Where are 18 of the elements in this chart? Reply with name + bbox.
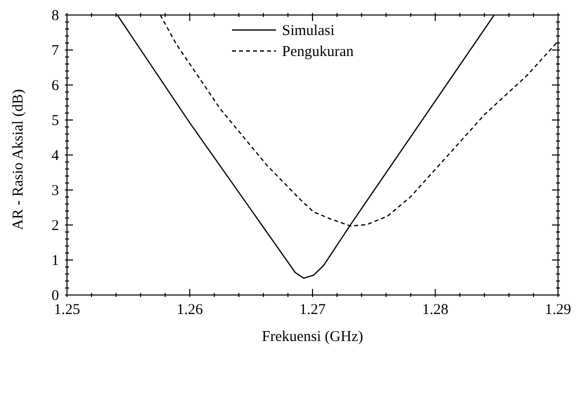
y-tick-label: 0 [52, 288, 59, 304]
x-tick-label: 1.25 [54, 302, 80, 318]
y-tick-label: 4 [52, 148, 60, 164]
y-tick-label: 7 [52, 43, 60, 59]
legend-label: Simulasi [282, 23, 335, 39]
y-tick-label: 2 [52, 218, 59, 234]
x-tick-label: 1.28 [422, 302, 448, 318]
x-tick-label: 1.29 [544, 302, 572, 318]
x-tick-label: 1.26 [176, 302, 204, 318]
y-tick-label: 3 [52, 183, 59, 199]
x-tick-label: 1.27 [299, 302, 326, 318]
y-axis-title: AR - Rasio Aksial (dB) [10, 89, 26, 230]
y-tick-label: 6 [52, 78, 60, 94]
y-tick-label: 5 [52, 113, 59, 129]
x-axis-title: Frekuensi (GHz) [262, 329, 364, 345]
y-tick-label: 1 [52, 253, 59, 269]
y-tick-label: 8 [52, 8, 59, 24]
legend-label: Pengukuran [282, 44, 354, 60]
